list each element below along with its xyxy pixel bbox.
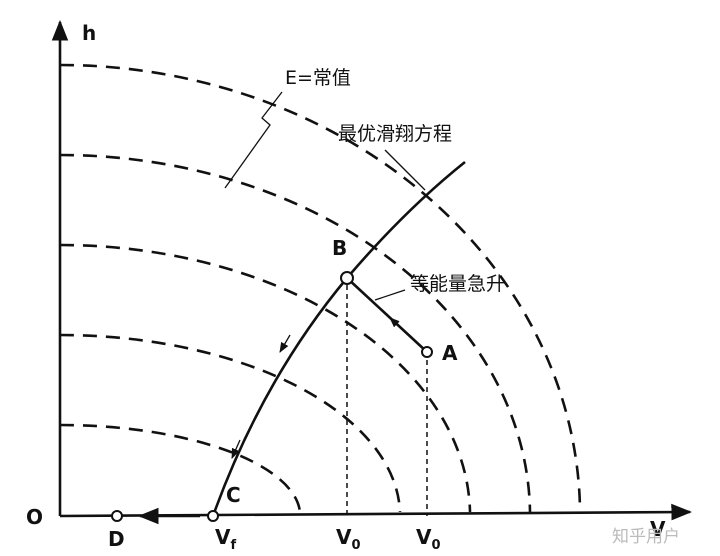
point: [340, 271, 354, 285]
axis-label: V: [650, 517, 666, 541]
energy-arc: [59, 333, 402, 513]
energy-arc: [59, 423, 302, 513]
origin-label: O: [26, 505, 43, 529]
point: [421, 346, 433, 358]
x-tick-label: V0: [336, 525, 361, 553]
point: [207, 510, 219, 522]
x-tick-label: Vf: [215, 525, 236, 553]
energy-arc: [59, 63, 582, 509]
watermark: 知乎用户: [612, 527, 680, 547]
point: [111, 510, 123, 522]
glide-curve: [211, 160, 466, 517]
x-tick-label: V0: [416, 525, 441, 553]
annotation: 等能量急升: [410, 273, 505, 295]
arrow: [389, 317, 403, 330]
arrow: [279, 334, 291, 353]
annotation: E=常值: [285, 67, 351, 89]
point-label: C: [226, 483, 241, 507]
leader: [224, 91, 283, 189]
leader: [384, 149, 426, 191]
energy-arc: [59, 243, 472, 513]
point-label: A: [442, 341, 458, 365]
arrow: [231, 439, 241, 459]
annotation: 最优滑翔方程: [338, 123, 452, 145]
axis-label: h: [82, 21, 96, 45]
leader: [374, 289, 406, 301]
point-label: B: [332, 236, 347, 260]
energy-arc: [59, 153, 532, 513]
point-label: D: [108, 527, 125, 551]
climb-line: [346, 277, 428, 353]
